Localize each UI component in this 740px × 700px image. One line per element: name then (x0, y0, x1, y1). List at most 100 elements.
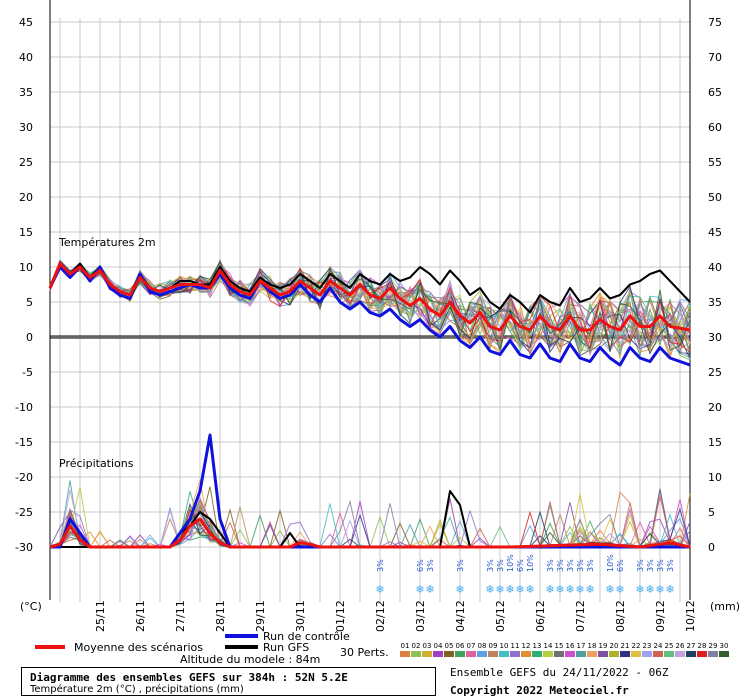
pert-number: 11 (511, 642, 520, 650)
pert-number: 12 (522, 642, 531, 650)
left-tick-label: 40 (19, 51, 33, 64)
date-tick-label: 25/11 (94, 600, 107, 632)
snowflake-icon: ❄ (655, 583, 664, 596)
pert-number: 23 (643, 642, 652, 650)
snow-probability: 3% (666, 559, 675, 572)
snowflake-icon: ❄ (525, 583, 534, 596)
pert-number: 05 (445, 642, 454, 650)
pert-color-swatch (422, 651, 432, 657)
snowflake-icon: ❄ (495, 583, 504, 596)
snow-probability: 10% (506, 554, 515, 572)
left-tick-label: 20 (19, 191, 33, 204)
snow-probability: 6% (616, 559, 625, 572)
left-tick-label: 25 (19, 156, 33, 169)
pert-color-swatch (411, 651, 421, 657)
snowflake-icon: ❄ (635, 583, 644, 596)
snowflake-icon: ❄ (515, 583, 524, 596)
perturbation-precip-line (49, 491, 691, 548)
left-tick-label: 35 (19, 86, 33, 99)
snowflake-icon: ❄ (555, 583, 564, 596)
pert-color-swatch (400, 651, 410, 657)
snow-probability: 10% (606, 554, 615, 572)
pert-number: 08 (478, 642, 487, 650)
left-tick-label: 10 (19, 261, 33, 274)
left-unit-label: (°C) (20, 600, 42, 613)
date-tick-label: 06/12 (534, 600, 547, 632)
pert-color-swatch (631, 651, 641, 657)
snowflake-icon: ❄ (575, 583, 584, 596)
pert-number: 19 (599, 642, 608, 650)
right-tick-label: 5 (708, 506, 715, 519)
right-tick-label: 45 (708, 226, 722, 239)
date-tick-label: 30/11 (294, 600, 307, 632)
control-temp-line (48, 265, 691, 367)
pert-color-swatch (587, 651, 597, 657)
info-subtitle: Température 2m (°C) , précipitations (mm… (30, 684, 244, 695)
snowflake-icon: ❄ (585, 583, 594, 596)
precipitation-section-label: Précipitations (59, 457, 134, 470)
snow-probability: 3% (556, 559, 565, 572)
snowflake-icon: ❄ (425, 583, 434, 596)
date-tick-label: 02/12 (374, 600, 387, 632)
snowflake-icon: ❄ (455, 583, 464, 596)
pert-color-swatch (708, 651, 718, 657)
copyright: Copyright 2022 Meteociel.fr (450, 684, 629, 697)
temperature-section-label: Températures 2m (58, 236, 156, 249)
snow-probability: 3% (646, 559, 655, 572)
pert-color-swatch (675, 651, 685, 657)
pert-color-swatch (433, 651, 443, 657)
pert-number: 09 (489, 642, 498, 650)
pert-color-swatch (697, 651, 707, 657)
pert-color-swatch (532, 651, 542, 657)
pert-color-swatch (609, 651, 619, 657)
right-tick-label: 35 (708, 296, 722, 309)
date-tick-label: 07/12 (574, 600, 587, 632)
pert-color-swatch (598, 651, 608, 657)
left-tick-label: 0 (26, 331, 33, 344)
date-tick-label: 03/12 (414, 600, 427, 632)
pert-color-swatch (576, 651, 586, 657)
snow-probability: 10% (526, 554, 535, 572)
pert-color-swatch (653, 651, 663, 657)
pert-number: 30 (720, 642, 729, 650)
pert-color-swatch (510, 651, 520, 657)
date-tick-label: 10/12 (684, 600, 697, 632)
grid (50, 18, 690, 602)
snowflake-icon: ❄ (505, 583, 514, 596)
pert-number: 06 (456, 642, 465, 650)
right-tick-label: 20 (708, 401, 722, 414)
legend-perts-label: 30 Perts. (340, 646, 389, 659)
right-tick-label: 50 (708, 191, 722, 204)
perturbation-precip-line (49, 503, 691, 548)
right-tick-label: 40 (708, 261, 722, 274)
left-tick-label: -20 (15, 471, 33, 484)
mean-precip-line (49, 517, 691, 549)
pert-number: 17 (577, 642, 586, 650)
snow-probability: 3% (586, 559, 595, 572)
snowflake-icon: ❄ (375, 583, 384, 596)
pert-number: 18 (588, 642, 597, 650)
pert-number: 22 (632, 642, 641, 650)
snowflake-icon: ❄ (645, 583, 654, 596)
pert-number: 04 (434, 642, 443, 650)
pert-color-swatch (642, 651, 652, 657)
pert-number: 29 (709, 642, 718, 650)
legend-control-label: Run de contrôle (263, 630, 350, 643)
pert-color-swatch (455, 651, 465, 657)
snow-probability: 3% (496, 559, 505, 572)
pert-number: 03 (423, 642, 432, 650)
date-tick-label: 08/12 (614, 600, 627, 632)
perturbation-precip-line (49, 502, 691, 548)
pert-color-swatch (543, 651, 553, 657)
snow-probability: 3% (566, 559, 575, 572)
snow-probability: 6% (416, 559, 425, 572)
pert-number: 25 (665, 642, 674, 650)
snow-probability: 3% (546, 559, 555, 572)
date-tick-label: 27/11 (174, 600, 187, 632)
pert-number: 20 (610, 642, 619, 650)
snowflake-icon: ❄ (565, 583, 574, 596)
pert-color-swatch (664, 651, 674, 657)
date-tick-label: 01/12 (334, 600, 347, 632)
right-tick-label: 30 (708, 331, 722, 344)
control-precip-line (50, 433, 690, 549)
